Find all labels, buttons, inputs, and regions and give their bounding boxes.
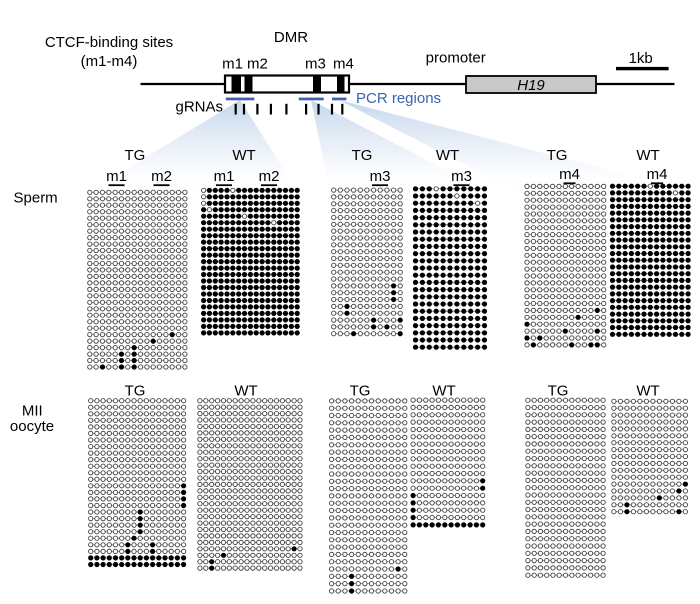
svg-text:CTCF-binding sites: CTCF-binding sites xyxy=(45,34,173,51)
svg-text:(m1-m4): (m1-m4) xyxy=(81,53,138,70)
svg-text:1kb: 1kb xyxy=(629,50,653,67)
svg-text:TG: TG xyxy=(548,382,569,399)
svg-text:WT: WT xyxy=(432,382,455,399)
svg-text:m4: m4 xyxy=(647,166,668,183)
svg-text:m2: m2 xyxy=(259,168,280,185)
svg-text:WT: WT xyxy=(636,382,659,399)
svg-text:TG: TG xyxy=(350,382,371,399)
svg-text:TG: TG xyxy=(547,147,568,164)
svg-text:m4: m4 xyxy=(333,56,354,73)
svg-text:m1: m1 xyxy=(106,168,127,185)
svg-text:gRNAs: gRNAs xyxy=(175,99,223,116)
svg-text:m3: m3 xyxy=(370,168,391,185)
svg-text:PCR regions: PCR regions xyxy=(356,90,441,107)
svg-text:DMR: DMR xyxy=(274,29,308,46)
svg-text:m1: m1 xyxy=(222,56,243,73)
svg-text:MII: MII xyxy=(22,403,43,420)
svg-text:m2: m2 xyxy=(151,168,172,185)
svg-text:TG: TG xyxy=(125,382,146,399)
svg-text:promoter: promoter xyxy=(426,50,486,67)
svg-text:H19: H19 xyxy=(517,77,545,94)
svg-text:oocyte: oocyte xyxy=(10,418,54,435)
svg-text:Sperm: Sperm xyxy=(14,190,58,207)
svg-text:m2: m2 xyxy=(247,56,268,73)
svg-text:WT: WT xyxy=(436,147,459,164)
svg-text:WT: WT xyxy=(234,382,257,399)
svg-text:WT: WT xyxy=(232,147,255,164)
svg-text:m3: m3 xyxy=(305,56,326,73)
svg-text:TG: TG xyxy=(352,147,373,164)
svg-text:TG: TG xyxy=(124,147,145,164)
svg-text:m4: m4 xyxy=(559,166,580,183)
svg-text:WT: WT xyxy=(636,147,659,164)
svg-text:m3: m3 xyxy=(451,168,472,185)
svg-text:m1: m1 xyxy=(214,168,235,185)
